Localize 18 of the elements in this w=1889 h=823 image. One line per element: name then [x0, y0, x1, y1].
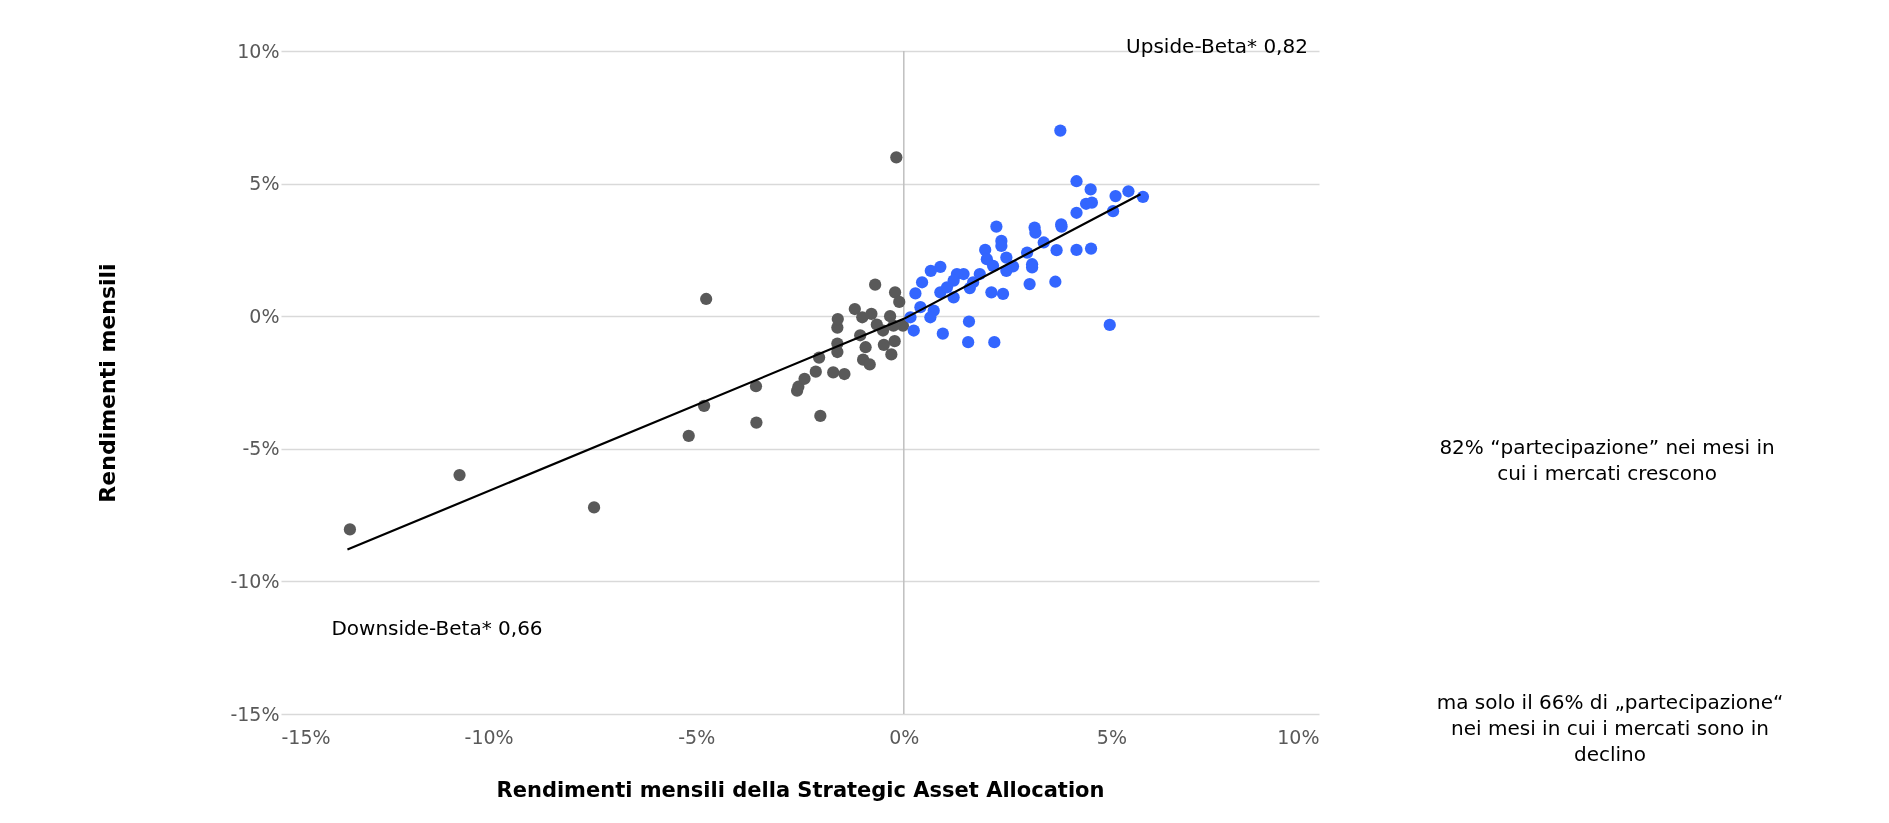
x-tick-label: 0% — [889, 725, 920, 748]
y-tick-label: -15% — [230, 702, 280, 725]
y-tick-label: 0% — [249, 304, 280, 327]
y-tick-label: 5% — [249, 172, 280, 195]
x-axis-title: Rendimenti mensili della Strategic Asset Allocation — [496, 777, 1105, 802]
x-tick-label: -15% — [281, 725, 331, 748]
y-tick-label: -10% — [230, 569, 280, 592]
annotation: Downside-Beta* 0,66 — [331, 616, 543, 640]
text: ma solo il 66% di „partecipazione“ nei mesi in cui i mercati sono in declino — [1436, 690, 1784, 766]
x-tick-label: -10% — [464, 725, 514, 748]
x-tick-label: 5% — [1096, 725, 1127, 748]
text: 82% “partecipazione” nei mesi in cui i mercati crescono — [1439, 435, 1775, 485]
y-tick-label: -5% — [242, 437, 280, 460]
annotation: Upside-Beta* 0,82 — [1126, 34, 1308, 58]
x-tick-label: -5% — [678, 725, 716, 748]
y-tick-label: 10% — [237, 39, 280, 62]
y-axis-title: Rendimenti mensili — [95, 263, 121, 503]
x-tick-label: 10% — [1277, 725, 1320, 748]
